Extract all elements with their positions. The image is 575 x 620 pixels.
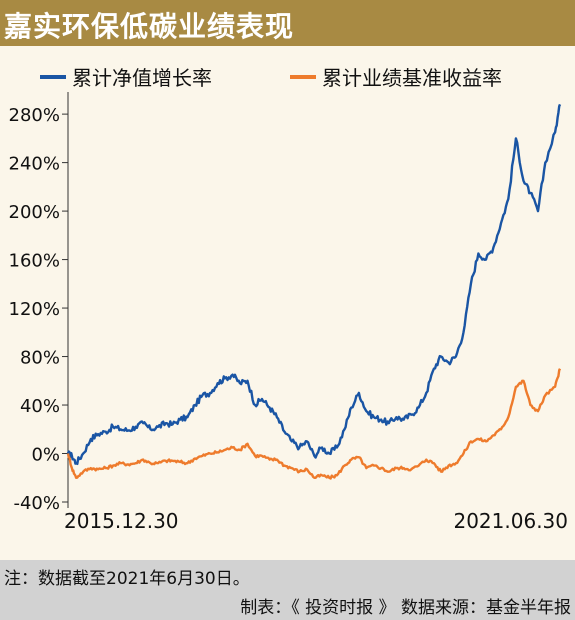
chart-legend: 累计净值增长率 累计业绩基准收益率 <box>40 66 502 90</box>
plot-area <box>66 103 562 480</box>
legend-label-0: 累计净值增长率 <box>72 66 212 90</box>
x-tick-label-end: 2021.06.30 <box>453 509 568 533</box>
y-tick-label: -40% <box>13 493 60 514</box>
footer: 注：数据截至2021年6月30日。 制表：《 投资时报 》 数据来源：基金半年报 <box>0 560 575 620</box>
x-tick-label-start: 2015.12.30 <box>64 509 179 533</box>
line-chart: 累计净值增长率 累计业绩基准收益率 -40% 0% 40% 80% 120% 160% 200… <box>9 66 568 533</box>
x-axis: 2015.12.30 2021.06.30 <box>64 509 568 533</box>
y-tick-label: 120% <box>9 299 60 320</box>
y-tick-label: 0% <box>31 445 60 466</box>
credit-line: 制表：《 投资时报 》 数据来源：基金半年报 <box>240 598 571 618</box>
y-axis: -40% 0% 40% 80% 120% 160% 200% 240% 280% <box>9 92 69 514</box>
header-banner: 嘉实环保低碳业绩表现 <box>0 0 575 46</box>
source-note: 注：数据截至2021年6月30日。 <box>4 569 250 589</box>
y-tick-label: 40% <box>20 396 60 417</box>
y-tick-label: 240% <box>9 154 60 175</box>
legend-label-1: 累计业绩基准收益率 <box>322 66 502 90</box>
y-tick-label: 80% <box>20 348 60 369</box>
y-tick-label: 160% <box>9 251 60 272</box>
page-title: 嘉实环保低碳业绩表现 <box>4 10 295 43</box>
series-line-1 <box>66 368 562 480</box>
y-tick-label: 280% <box>9 105 60 126</box>
series-line-0 <box>66 103 562 466</box>
y-tick-label: 200% <box>9 202 60 223</box>
